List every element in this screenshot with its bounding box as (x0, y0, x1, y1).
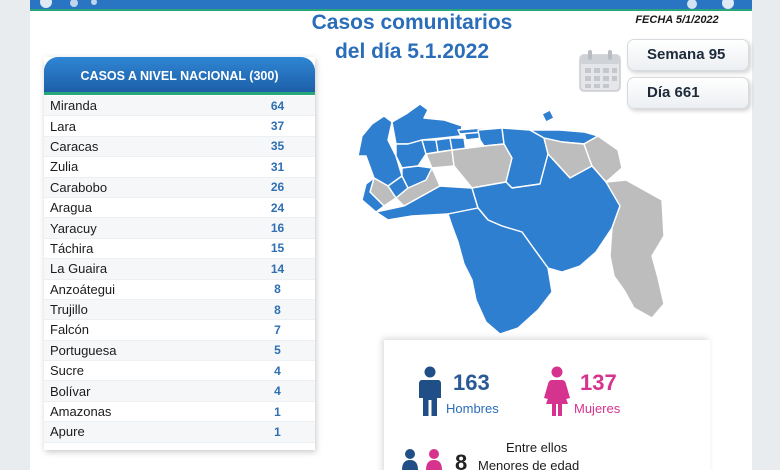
male-icon (419, 366, 441, 416)
state-name: Miranda (50, 98, 97, 114)
table-row: La Guaira 14 (44, 259, 315, 280)
table-row: Lara 37 (44, 116, 315, 137)
case-count: 26 (270, 180, 285, 195)
case-count: 5 (274, 343, 281, 358)
week-badge: Semana 95 (627, 39, 749, 71)
table-row: Apure 1 (44, 422, 315, 443)
title-line-2: del día 5.1.2022 (334, 40, 490, 63)
state-name: Trujillo (50, 302, 88, 318)
male-label: Hombres (446, 401, 499, 416)
map-region-cojedes (425, 149, 455, 169)
case-count: 35 (270, 139, 285, 154)
case-count: 16 (270, 221, 285, 236)
page-title: Casos comunitarios del día 5.1.2022 (290, 8, 534, 66)
minors-label: Menores de edad (478, 458, 580, 470)
table-row: Bolívar 4 (44, 381, 315, 402)
case-count: 8 (274, 282, 281, 297)
table-title: CASOS A NIVEL NACIONAL (80, 69, 246, 83)
state-name: Yaracuy (50, 220, 97, 236)
table-row: Amazonas 1 (44, 402, 315, 423)
map-region-lara (395, 139, 427, 169)
case-count: 1 (274, 404, 281, 419)
virus-decoration-icon (687, 0, 734, 9)
case-count: 15 (270, 241, 285, 256)
map-region-guarico (451, 143, 513, 189)
state-name: Carabobo (50, 179, 108, 195)
female-label: Mujeres (574, 401, 621, 416)
virus-decoration-icon (40, 0, 97, 8)
table-row: Zulia 31 (44, 157, 315, 178)
title-line-1: Casos comunitarios (311, 11, 513, 34)
state-name: La Guaira (50, 261, 108, 277)
case-count: 37 (270, 119, 285, 134)
table-row: Carabobo 26 (44, 177, 315, 198)
case-count: 7 (274, 322, 281, 337)
table-total: (300) (249, 69, 279, 83)
calendar-icon (579, 50, 621, 92)
minors-count: 8 (455, 450, 468, 470)
case-count: 4 (274, 384, 281, 399)
state-name: Aragua (50, 200, 92, 216)
table-row: Falcón 7 (44, 320, 315, 341)
table-body: Miranda 64 Lara 37 Caracas 35 Zulia 31 Carabobo 2… (44, 95, 315, 443)
table-row: Táchira 15 (44, 239, 315, 260)
male-count: 163 (453, 370, 490, 395)
state-name: Táchira (50, 240, 94, 256)
date-label: FECHA 5/1/2022 (635, 14, 719, 26)
top-banner (30, 0, 752, 11)
state-name: Portuguesa (50, 342, 117, 358)
map-region-portuguesa (401, 165, 433, 189)
state-name: Zulia (50, 159, 79, 175)
case-count: 24 (270, 200, 285, 215)
state-name: Apure (50, 424, 85, 440)
children-icon (402, 449, 442, 470)
state-name: Anzoátegui (50, 281, 116, 297)
cases-table: CASOS A NIVEL NACIONAL (300) Miranda 64 La… (44, 57, 315, 450)
entre-label: Entre ellos (506, 440, 568, 455)
state-name: Bolívar (50, 383, 91, 399)
table-row: Anzoátegui 8 (44, 280, 315, 300)
table-row: Miranda 64 (44, 96, 315, 117)
state-name: Caracas (50, 138, 99, 154)
map-region-guayana-esequiba (605, 179, 665, 319)
map-region-amazonas (447, 207, 553, 335)
table-header: CASOS A NIVEL NACIONAL (300) (44, 57, 315, 95)
map-region-nueva-esparta (541, 109, 555, 123)
case-count: 4 (274, 363, 281, 378)
table-row: Yaracuy 16 (44, 218, 315, 239)
case-count: 8 (274, 302, 281, 317)
state-name: Amazonas (50, 404, 112, 420)
map-region-miranda (477, 127, 505, 147)
table-row: Sucre 4 (44, 361, 315, 382)
day-badge: Día 661 (627, 77, 749, 109)
female-count: 137 (580, 370, 617, 395)
case-count: 1 (274, 424, 281, 439)
case-count: 64 (270, 98, 285, 113)
table-row: Portuguesa 5 (44, 340, 315, 362)
state-name: Lara (50, 118, 77, 134)
venezuela-map (357, 103, 665, 335)
state-name: Sucre (50, 363, 84, 379)
table-row: Trujillo 8 (44, 299, 315, 321)
case-count: 31 (270, 159, 285, 174)
table-row: Caracas 35 (44, 136, 315, 158)
female-icon (544, 366, 570, 416)
demographics-panel (384, 340, 710, 470)
case-count: 14 (270, 261, 285, 276)
table-row: Aragua 24 (44, 198, 315, 219)
map-region-tachira (361, 177, 385, 213)
state-name: Falcón (50, 322, 90, 338)
